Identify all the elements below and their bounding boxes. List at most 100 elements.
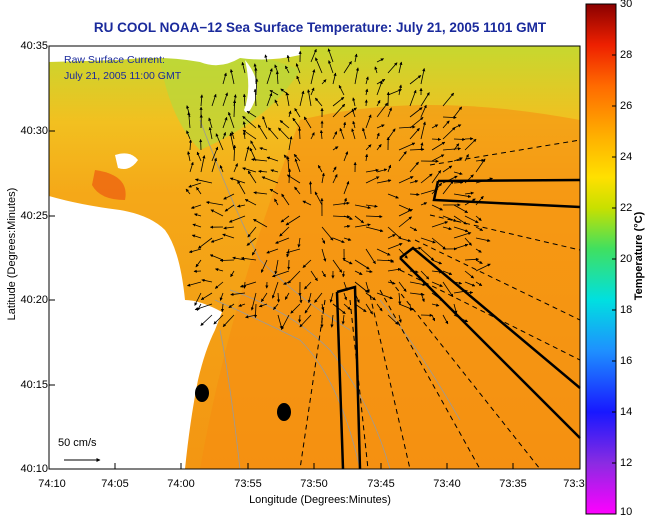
current-vector bbox=[351, 128, 356, 140]
lat-tick-label: 40:30 bbox=[20, 125, 48, 137]
warm-coastal-patch bbox=[92, 170, 126, 200]
current-vector bbox=[442, 127, 456, 140]
current-vector bbox=[398, 281, 407, 292]
current-vector bbox=[409, 75, 422, 85]
current-vector bbox=[409, 147, 425, 152]
current-vector bbox=[327, 48, 334, 63]
current-vector bbox=[387, 164, 392, 173]
current-vector bbox=[211, 93, 217, 107]
current-vector bbox=[281, 193, 290, 206]
scale-vector-label: 50 cm/s bbox=[58, 437, 97, 449]
current-vector bbox=[352, 120, 356, 129]
bathymetry-contours bbox=[199, 119, 461, 470]
lon-tick-label: 73:50 bbox=[300, 478, 328, 490]
current-vector bbox=[251, 248, 257, 256]
colorbar-tick-label: 24 bbox=[620, 151, 633, 163]
current-vector bbox=[398, 204, 412, 211]
current-vector bbox=[338, 84, 345, 96]
current-vector bbox=[475, 248, 482, 253]
current-vector bbox=[329, 292, 334, 303]
current-vector bbox=[376, 179, 392, 184]
current-vector bbox=[304, 281, 312, 290]
current-vector bbox=[196, 186, 202, 195]
current-vector bbox=[332, 103, 346, 118]
current-vector bbox=[398, 142, 416, 151]
current-vector bbox=[409, 161, 419, 173]
current-vector bbox=[223, 226, 235, 230]
lat-tick-label: 40:25 bbox=[20, 210, 48, 222]
lat-tick-label: 40:15 bbox=[20, 379, 48, 391]
current-vector bbox=[398, 216, 412, 228]
current-vector bbox=[398, 209, 413, 217]
current-vector bbox=[213, 314, 224, 325]
current-vector bbox=[376, 102, 388, 118]
current-vector bbox=[409, 89, 417, 107]
current-vector bbox=[332, 303, 346, 315]
current-vector bbox=[244, 146, 250, 162]
current-vector bbox=[453, 106, 463, 118]
current-vector bbox=[240, 281, 257, 288]
current-vector bbox=[310, 132, 315, 140]
current-vector bbox=[264, 54, 268, 63]
current-vector bbox=[237, 204, 246, 208]
current-vector bbox=[266, 92, 273, 107]
current-vector bbox=[332, 215, 351, 219]
current-vector bbox=[442, 226, 452, 231]
current-vector bbox=[224, 204, 235, 212]
current-vector bbox=[307, 292, 312, 304]
current-vector bbox=[431, 182, 442, 195]
current-vector bbox=[215, 268, 224, 272]
cool-sst-patch bbox=[160, 52, 300, 150]
current-vector bbox=[279, 120, 290, 129]
current-vector bbox=[453, 303, 458, 314]
current-vector bbox=[220, 303, 225, 313]
current-vector bbox=[303, 116, 312, 129]
current-vector bbox=[376, 80, 383, 96]
current-vector bbox=[343, 151, 349, 162]
current-vector bbox=[242, 167, 257, 173]
current-vector bbox=[475, 177, 493, 184]
current-vector bbox=[266, 156, 279, 162]
current-vector bbox=[249, 147, 257, 162]
current-vector bbox=[409, 281, 426, 287]
colorbar-tick-label: 10 bbox=[620, 506, 633, 518]
current-vector bbox=[365, 226, 384, 233]
current-vector bbox=[274, 99, 279, 107]
current-vector bbox=[242, 93, 246, 107]
colorbar-label: Temperature (°C) bbox=[633, 211, 645, 301]
current-vector bbox=[246, 110, 257, 118]
current-vector bbox=[266, 68, 273, 85]
current-vector bbox=[365, 114, 372, 129]
current-vector bbox=[354, 67, 360, 85]
lon-tick-label: 73:35 bbox=[499, 478, 527, 490]
lon-tick-label: 73:55 bbox=[234, 478, 262, 490]
y-axis-label: Latitude (Degrees:Minutes) bbox=[6, 187, 18, 321]
current-vector bbox=[310, 48, 317, 63]
land-northwest bbox=[49, 46, 300, 66]
current-vector bbox=[242, 121, 246, 129]
colorbar-tick-label: 28 bbox=[620, 49, 633, 61]
current-vector bbox=[269, 89, 279, 96]
current-vector bbox=[275, 71, 279, 85]
current-vector bbox=[321, 79, 327, 85]
current-vector bbox=[215, 133, 224, 151]
colorbar-tick-label: 14 bbox=[620, 406, 633, 418]
current-vector bbox=[299, 292, 303, 304]
colorbar-tick-label: 18 bbox=[620, 304, 633, 316]
current-vector bbox=[453, 215, 467, 225]
current-vector bbox=[365, 248, 376, 265]
current-vector bbox=[242, 129, 257, 140]
lon-tick-label: 74:00 bbox=[167, 478, 195, 490]
current-vector bbox=[464, 270, 475, 279]
current-vector bbox=[321, 226, 334, 241]
current-vector bbox=[319, 129, 323, 140]
current-vector bbox=[409, 270, 419, 274]
colorbar bbox=[585, 3, 617, 515]
current-vector bbox=[475, 215, 482, 221]
current-vector bbox=[365, 168, 379, 173]
current-vector bbox=[259, 147, 268, 151]
current-vector bbox=[247, 170, 257, 184]
current-vector bbox=[310, 87, 315, 96]
current-vector bbox=[420, 121, 426, 140]
current-vector bbox=[354, 53, 358, 63]
